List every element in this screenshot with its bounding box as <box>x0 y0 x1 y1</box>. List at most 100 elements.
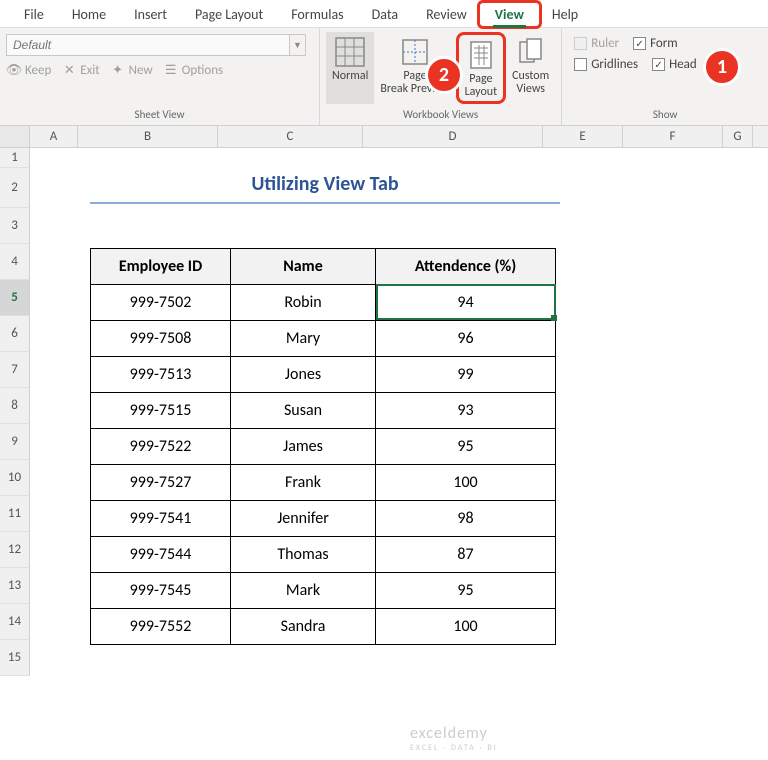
table-cell[interactable]: Jennifer <box>231 501 376 537</box>
table-header: Employee ID <box>91 249 231 285</box>
normal-button[interactable]: Normal <box>326 32 374 104</box>
table-cell[interactable]: Susan <box>231 393 376 429</box>
table-cell[interactable]: 100 <box>376 465 556 501</box>
row-header-13[interactable]: 13 <box>0 568 30 604</box>
tab-view[interactable]: View <box>481 2 538 27</box>
tab-data[interactable]: Data <box>358 2 412 27</box>
custom-views-button[interactable]: CustomViews <box>506 32 555 104</box>
tab-review[interactable]: Review <box>412 2 481 27</box>
table-cell[interactable]: 94 <box>376 285 556 321</box>
data-table: Employee IDNameAttendence (%) 999-7502Ro… <box>90 248 556 645</box>
table-cell[interactable]: 93 <box>376 393 556 429</box>
table-cell[interactable]: James <box>231 429 376 465</box>
new-button[interactable]: ✦New <box>110 62 153 78</box>
head-checkbox[interactable]: Head <box>652 57 697 72</box>
normal-icon <box>334 36 366 68</box>
sheet-view-selector[interactable]: ▼ <box>6 34 313 56</box>
dropdown-icon[interactable]: ▼ <box>290 34 306 56</box>
col-header-A[interactable]: A <box>30 126 78 147</box>
table-cell[interactable]: Robin <box>231 285 376 321</box>
tab-page-layout[interactable]: Page Layout <box>181 2 277 27</box>
row-header-9[interactable]: 9 <box>0 424 30 460</box>
col-header-C[interactable]: C <box>218 126 363 147</box>
row-header-14[interactable]: 14 <box>0 604 30 640</box>
row-header-10[interactable]: 10 <box>0 460 30 496</box>
row-header-1[interactable]: 1 <box>0 148 30 168</box>
row-header-12[interactable]: 12 <box>0 532 30 568</box>
keep-icon: 👁 <box>6 62 22 78</box>
row-header-6[interactable]: 6 <box>0 316 30 352</box>
tab-home[interactable]: Home <box>58 2 120 27</box>
table-cell[interactable]: 999-7527 <box>91 465 231 501</box>
table-cell[interactable]: Thomas <box>231 537 376 573</box>
table-cell[interactable]: 999-7508 <box>91 321 231 357</box>
table-cell[interactable]: 999-7515 <box>91 393 231 429</box>
step-badge-2: 2 <box>425 56 463 94</box>
table-row: 999-7513Jones99 <box>91 357 556 393</box>
table-cell[interactable]: Mary <box>231 321 376 357</box>
table-row: 999-7527Frank100 <box>91 465 556 501</box>
table-cell[interactable]: Sandra <box>231 609 376 645</box>
spreadsheet-grid: 123456789101112131415 Utilizing View Tab… <box>0 148 768 676</box>
table-cell[interactable]: 999-7513 <box>91 357 231 393</box>
table-cell[interactable]: 999-7541 <box>91 501 231 537</box>
column-headers: ABCDEFG <box>0 126 768 148</box>
exit-button[interactable]: ✕Exit <box>61 62 99 78</box>
table-row: 999-7541Jennifer98 <box>91 501 556 537</box>
tab-help[interactable]: Help <box>538 2 592 27</box>
col-header-E[interactable]: E <box>543 126 623 147</box>
table-cell[interactable]: 96 <box>376 321 556 357</box>
table-cell[interactable]: Mark <box>231 573 376 609</box>
tab-highlight <box>477 0 542 29</box>
table-cell[interactable]: 100 <box>376 609 556 645</box>
col-header-F[interactable]: F <box>623 126 723 147</box>
col-header-D[interactable]: D <box>363 126 543 147</box>
row-header-7[interactable]: 7 <box>0 352 30 388</box>
table-header: Name <box>231 249 376 285</box>
tab-file[interactable]: File <box>10 2 58 27</box>
table-cell[interactable]: Frank <box>231 465 376 501</box>
row-header-2[interactable]: 2 <box>0 168 30 208</box>
table-cell[interactable]: 999-7544 <box>91 537 231 573</box>
table-cell[interactable]: 999-7522 <box>91 429 231 465</box>
row-header-5[interactable]: 5 <box>0 280 30 316</box>
checkbox-icon <box>652 58 665 71</box>
table-cell[interactable]: 87 <box>376 537 556 573</box>
ribbon: ▼ 👁Keep ✕Exit ✦New ☰Options Sheet View Norm… <box>0 28 768 126</box>
row-headers: 123456789101112131415 <box>0 148 30 676</box>
sheet-view-group: ▼ 👁Keep ✕Exit ✦New ☰Options Sheet View <box>0 28 320 125</box>
watermark: exceldemy EXCEL · DATA · BI <box>410 724 498 753</box>
group-label-sheet-view: Sheet View <box>6 106 313 123</box>
tab-insert[interactable]: Insert <box>120 2 181 27</box>
tab-formulas[interactable]: Formulas <box>277 2 357 27</box>
col-header-G[interactable]: G <box>723 126 753 147</box>
row-header-8[interactable]: 8 <box>0 388 30 424</box>
table-row: 999-7545Mark95 <box>91 573 556 609</box>
table-row: 999-7502Robin94 <box>91 285 556 321</box>
cells-area[interactable]: Utilizing View Tab Employee IDNameAttend… <box>30 148 768 676</box>
options-button[interactable]: ☰Options <box>163 62 223 78</box>
table-cell[interactable]: 98 <box>376 501 556 537</box>
gridlines-checkbox[interactable]: Gridlines <box>574 57 638 72</box>
select-all-corner[interactable] <box>0 126 30 147</box>
row-header-11[interactable]: 11 <box>0 496 30 532</box>
page-layout-icon <box>465 39 497 71</box>
row-header-4[interactable]: 4 <box>0 244 30 280</box>
page-break-preview-icon <box>399 36 431 68</box>
sheet-view-input[interactable] <box>6 34 290 56</box>
page-layout-button[interactable]: PageLayout <box>456 32 507 104</box>
table-cell[interactable]: 95 <box>376 429 556 465</box>
row-header-3[interactable]: 3 <box>0 208 30 244</box>
table-cell[interactable]: 999-7552 <box>91 609 231 645</box>
sheet-title: Utilizing View Tab <box>90 172 560 204</box>
table-cell[interactable]: Jones <box>231 357 376 393</box>
table-cell[interactable]: 999-7502 <box>91 285 231 321</box>
ribbon-tabs: FileHomeInsertPage LayoutFormulasDataRev… <box>0 0 768 28</box>
col-header-B[interactable]: B <box>78 126 218 147</box>
keep-button[interactable]: 👁Keep <box>6 62 51 78</box>
form-checkbox[interactable]: Form <box>633 36 678 51</box>
table-cell[interactable]: 999-7545 <box>91 573 231 609</box>
table-cell[interactable]: 99 <box>376 357 556 393</box>
table-cell[interactable]: 95 <box>376 573 556 609</box>
row-header-15[interactable]: 15 <box>0 640 30 676</box>
